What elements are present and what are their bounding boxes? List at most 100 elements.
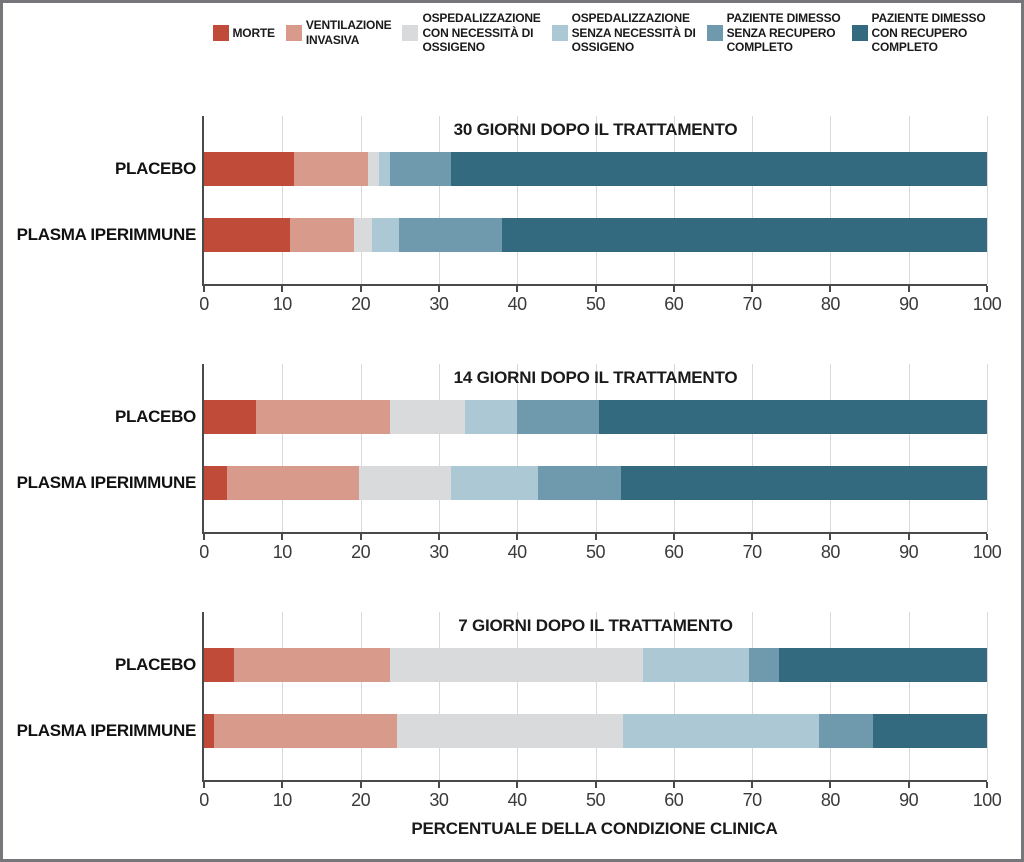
legend-item-ospedalizzazione-con-ossigeno: OSPEDALIZZAZIONE CON NECESSITÀ DI OSSIGE… <box>402 11 541 55</box>
legend-label-morte: MORTE <box>232 25 276 40</box>
row-label: PLASMA IPERIMMUNE <box>16 721 197 740</box>
bar-segment-dimesso-con-recupero <box>873 714 987 748</box>
bar-segment-dimesso-con-recupero <box>450 152 987 186</box>
gridline-50 <box>595 612 597 780</box>
axis-tick-80 <box>829 782 832 788</box>
axis-tick-label-40: 40 <box>507 294 528 314</box>
axis-tick-label-70: 70 <box>742 542 763 562</box>
axis-tick-label-10: 10 <box>272 542 293 562</box>
legend-label-ospedalizzazione-con-ossigeno: OSPEDALIZZAZIONE CON NECESSITÀ DI OSSIGE… <box>422 11 541 55</box>
axis-tick-label-50: 50 <box>585 294 606 314</box>
gridline-60 <box>673 364 675 532</box>
axis-tick-50 <box>594 782 597 788</box>
row-label: PLASMA IPERIMMUNE <box>16 225 197 244</box>
bar-segment-ventilazione-invasiva <box>233 648 391 682</box>
axis-tick-70 <box>751 782 754 788</box>
axis-tick-label-0: 0 <box>199 542 209 562</box>
gridline-40 <box>517 364 519 532</box>
gridline-90 <box>908 116 910 284</box>
stacked-bar <box>204 714 987 748</box>
bar-segment-morte <box>204 152 295 186</box>
axis-tick-20 <box>359 534 362 540</box>
axis-tick-30 <box>437 782 440 788</box>
gridline-100 <box>987 364 988 532</box>
axis-tick-40 <box>516 782 519 788</box>
x-axis-title: PERCENTUALE DELLA CONDIZIONE CLINICA <box>411 819 778 838</box>
gridline-70 <box>752 612 754 780</box>
axis-tick-30 <box>437 286 440 292</box>
gridline-20 <box>360 116 362 284</box>
axis-tick-100 <box>986 782 988 788</box>
axis-tick-70 <box>751 286 754 292</box>
axis-tick-50 <box>594 534 597 540</box>
legend-item-ventilazione-invasiva: VENTILAZIONE INVASIVA <box>285 18 392 47</box>
legend: MORTE VENTILAZIONE INVASIVA OSPEDALIZZAZIO… <box>199 11 999 55</box>
axis-tick-label-60: 60 <box>664 790 684 810</box>
axis-tick-60 <box>672 782 675 788</box>
legend-swatch-ospedalizzazione-senza-ossigeno <box>551 24 568 41</box>
row-label: PLACEBO <box>114 159 196 178</box>
legend-label-dimesso-con-recupero: PAZIENTE DIMESSO CON RECUPERO COMPLETO <box>871 11 986 55</box>
bar-segment-morte <box>204 466 228 500</box>
gridline-100 <box>987 116 988 284</box>
bar-segment-ventilazione-invasiva <box>214 714 397 748</box>
gridline-80 <box>830 364 832 532</box>
stacked-bar <box>204 466 987 500</box>
bar-segment-ospedalizzazione-senza-ossigeno <box>643 648 749 682</box>
axis-tick-label-70: 70 <box>742 790 763 810</box>
bar-segment-morte <box>204 714 215 748</box>
bar-segment-ospedalizzazione-senza-ossigeno <box>464 400 518 434</box>
bar-segment-morte <box>204 400 257 434</box>
chart-panel-3: 7 GIORNI DOPO IL TRATTAMENTO PLACEBO PLASM… <box>3 612 1021 822</box>
bar-segment-dimesso-con-recupero <box>778 648 987 682</box>
gridline-70 <box>752 116 754 284</box>
axis-tick-100 <box>986 534 988 540</box>
gridline-80 <box>830 116 832 284</box>
axis-tick-80 <box>829 534 832 540</box>
row-label: PLACEBO <box>114 407 196 426</box>
gridline-10 <box>282 364 284 532</box>
gridline-30 <box>438 612 440 780</box>
bar-segment-morte <box>204 648 234 682</box>
axis-tick-label-0: 0 <box>199 294 209 314</box>
row-label: PLASMA IPERIMMUNE <box>16 473 197 492</box>
axis-tick-label-20: 20 <box>351 294 371 314</box>
bar-segment-ospedalizzazione-con-ossigeno <box>359 466 452 500</box>
axis-tick-label-60: 60 <box>664 542 684 562</box>
axis-tick-label-50: 50 <box>585 790 606 810</box>
legend-item-dimesso-con-recupero: PAZIENTE DIMESSO CON RECUPERO COMPLETO <box>851 11 986 55</box>
panel-title: 14 GIORNI DOPO IL TRATTAMENTO <box>453 368 738 387</box>
bar-segment-morte <box>204 218 291 252</box>
legend-item-morte: MORTE <box>212 24 276 41</box>
legend-swatch-dimesso-con-recupero <box>851 24 868 41</box>
axis-tick-label-100: 100 <box>972 542 1002 562</box>
bar-segment-ospedalizzazione-con-ossigeno <box>368 152 380 186</box>
axis-tick-label-60: 60 <box>664 294 684 314</box>
axis-tick-label-40: 40 <box>507 790 528 810</box>
axis-tick-90 <box>907 782 910 788</box>
gridline-40 <box>517 612 519 780</box>
axis-tick-30 <box>437 534 440 540</box>
legend-label-dimesso-senza-recupero: PAZIENTE DIMESSO SENZA RECUPERO COMPLETO <box>726 11 841 55</box>
legend-label-ventilazione-invasiva: VENTILAZIONE INVASIVA <box>305 18 392 47</box>
bar-segment-ospedalizzazione-senza-ossigeno <box>379 152 390 186</box>
bar-segment-ospedalizzazione-con-ossigeno <box>354 218 372 252</box>
axis-tick-label-10: 10 <box>272 790 293 810</box>
axis-tick-label-100: 100 <box>972 294 1002 314</box>
gridline-90 <box>908 364 910 532</box>
axis-tick-80 <box>829 286 832 292</box>
bar-segment-dimesso-senza-recupero <box>818 714 874 748</box>
axis-tick-40 <box>516 534 519 540</box>
gridline-10 <box>282 116 284 284</box>
axis-tick-label-90: 90 <box>899 294 919 314</box>
gridline-70 <box>752 364 754 532</box>
axis-tick-90 <box>907 534 910 540</box>
bar-segment-ospedalizzazione-senza-ossigeno <box>622 714 819 748</box>
gridline-60 <box>673 116 675 284</box>
bar-segment-dimesso-senza-recupero <box>389 152 451 186</box>
axis-tick-10 <box>281 782 284 788</box>
gridline-100 <box>987 612 988 780</box>
axis-tick-label-90: 90 <box>899 542 919 562</box>
plot-area: 14 GIORNI DOPO IL TRATTAMENTO PLACEBO PLAS… <box>17 364 1002 562</box>
axis-tick-label-90: 90 <box>899 790 919 810</box>
